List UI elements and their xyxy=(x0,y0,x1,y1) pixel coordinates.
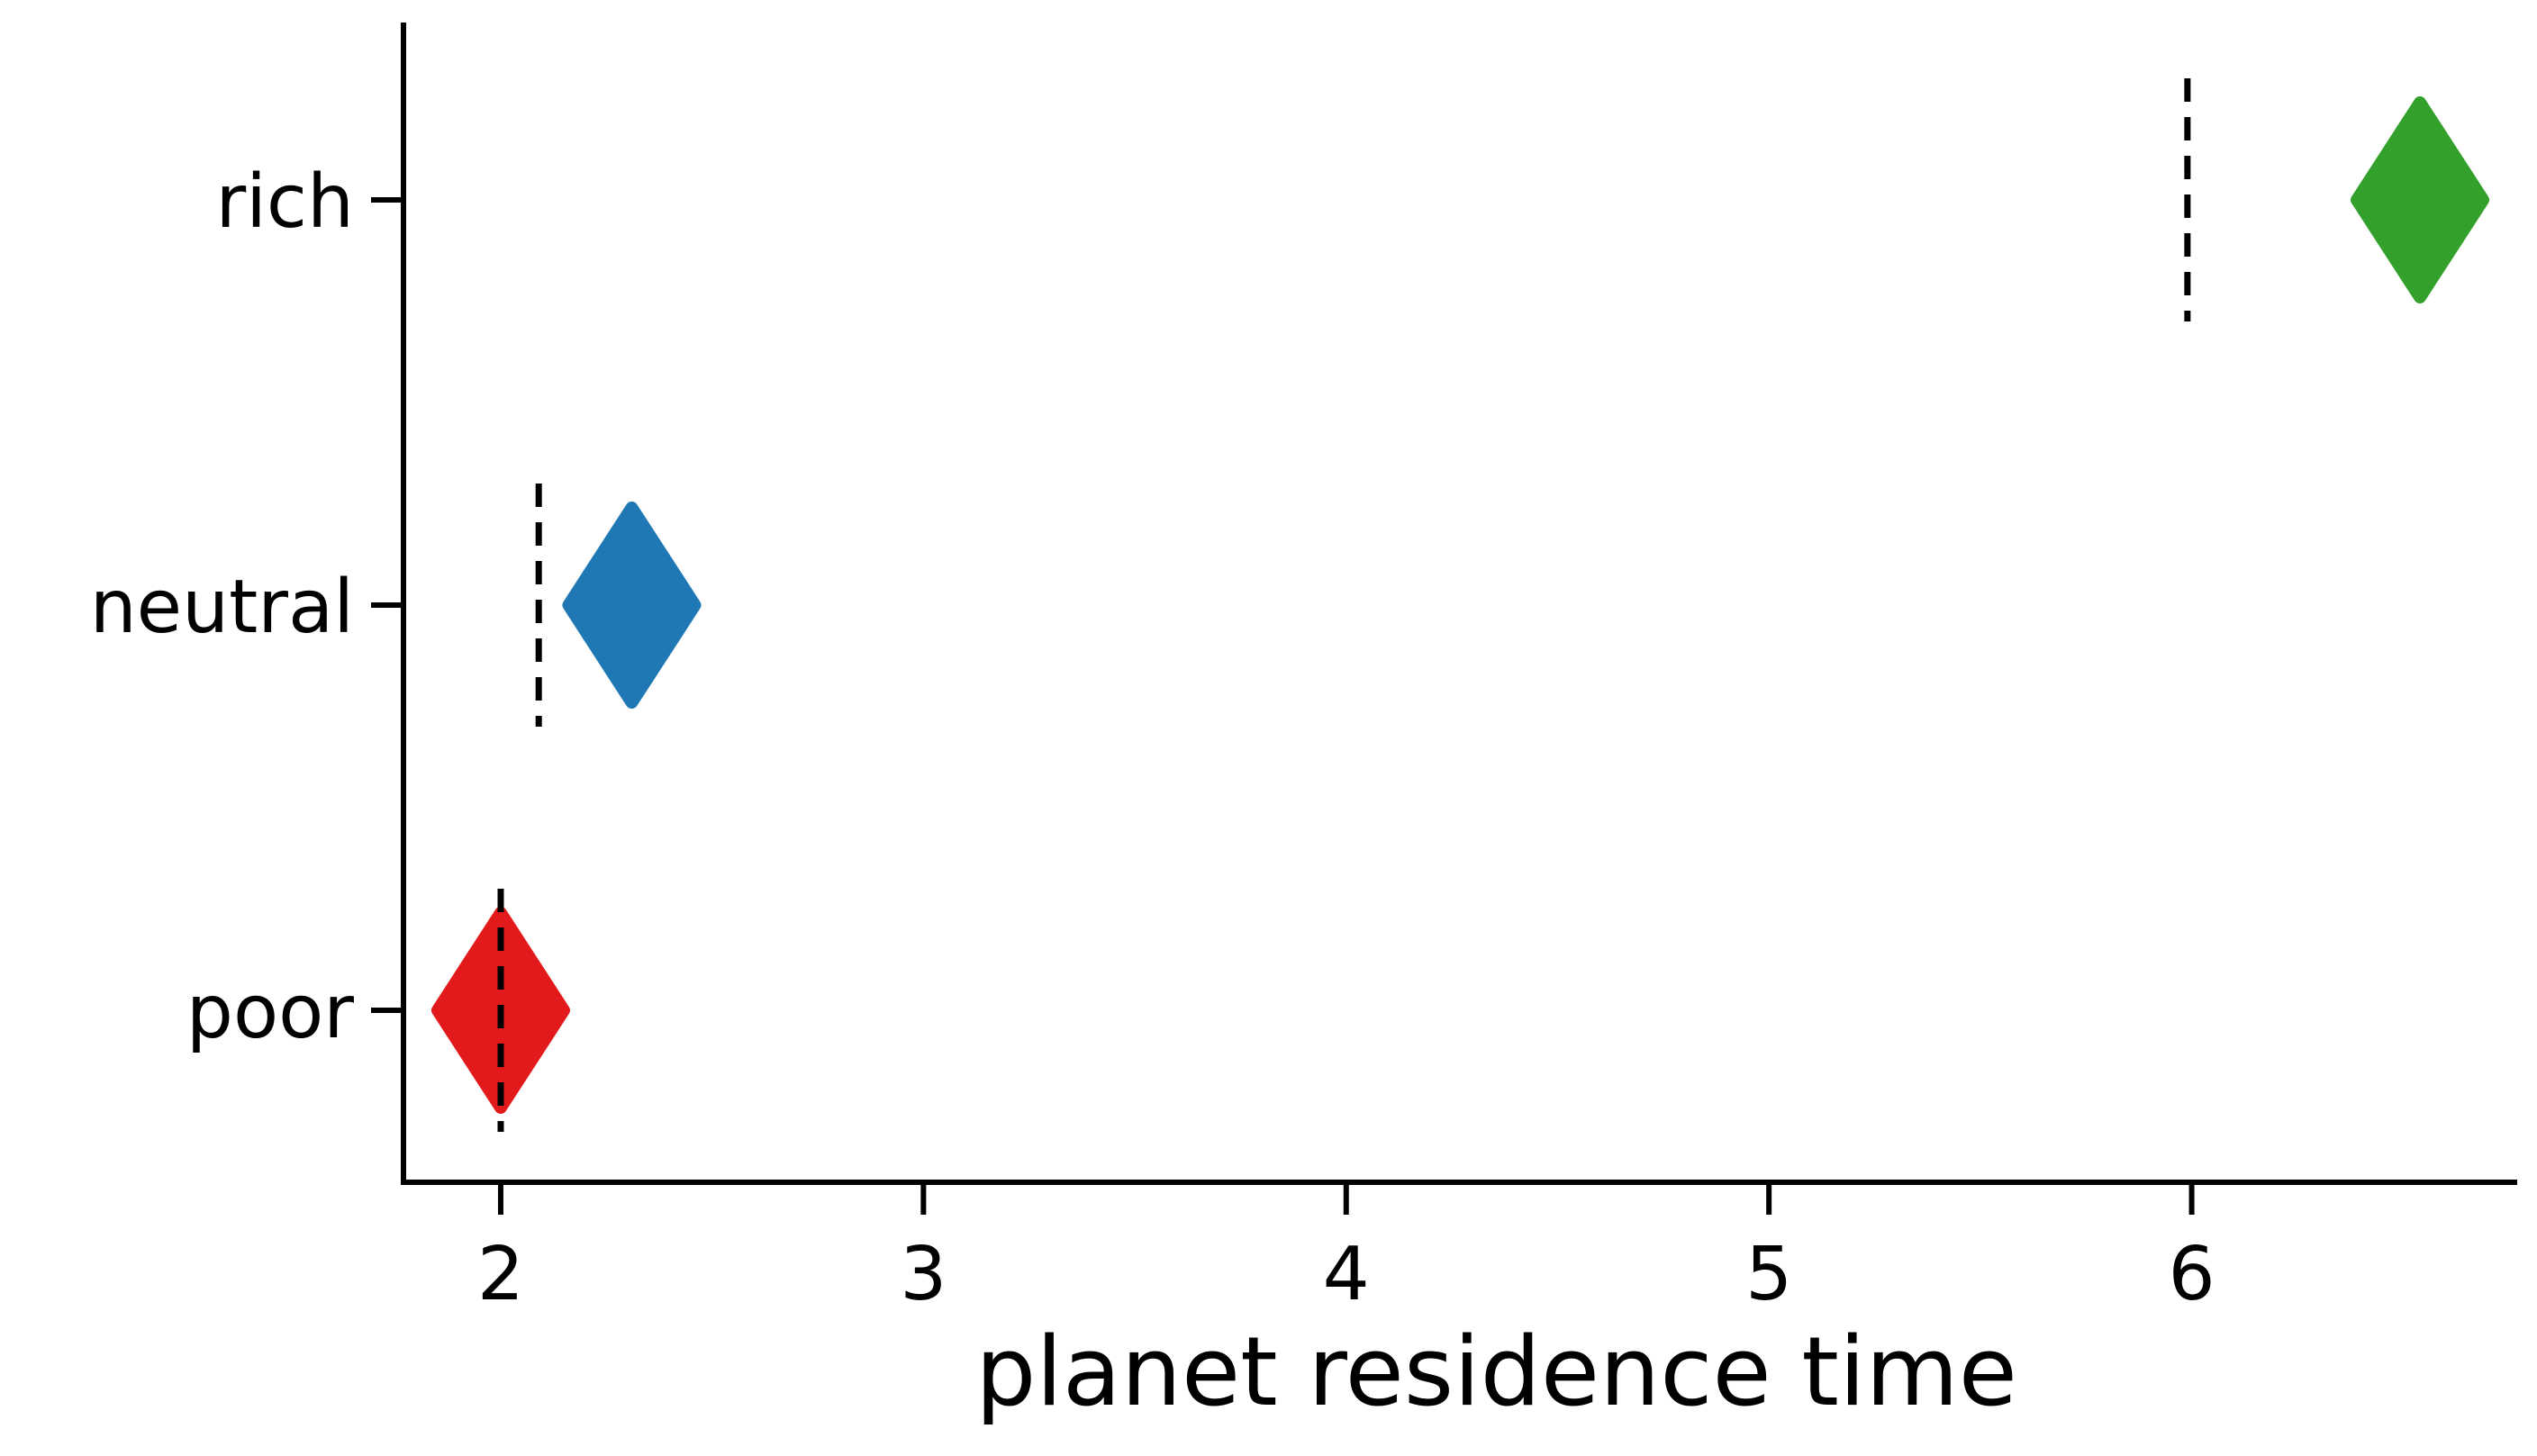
markers xyxy=(430,96,2490,1114)
x-tick-label: 5 xyxy=(1745,1232,1792,1317)
x-ticks: 2 3 4 5 6 xyxy=(477,1182,2215,1317)
x-axis-title: planet residence time xyxy=(975,1316,2017,1427)
x-tick-label: 2 xyxy=(477,1232,524,1317)
marker-rich xyxy=(2351,96,2490,303)
x-tick-label: 4 xyxy=(1323,1232,1370,1317)
x-tick-label: 3 xyxy=(900,1232,947,1317)
axes xyxy=(401,23,2517,1185)
y-tick-label-rich: rich xyxy=(215,159,354,245)
x-tick-label: 6 xyxy=(2168,1232,2215,1317)
marker-neutral xyxy=(562,502,702,709)
y-ticks: rich neutral poor xyxy=(90,159,403,1055)
reference-lines xyxy=(497,78,2191,1132)
y-tick-label-poor: poor xyxy=(186,970,354,1055)
y-tick-label-neutral: neutral xyxy=(90,565,354,650)
